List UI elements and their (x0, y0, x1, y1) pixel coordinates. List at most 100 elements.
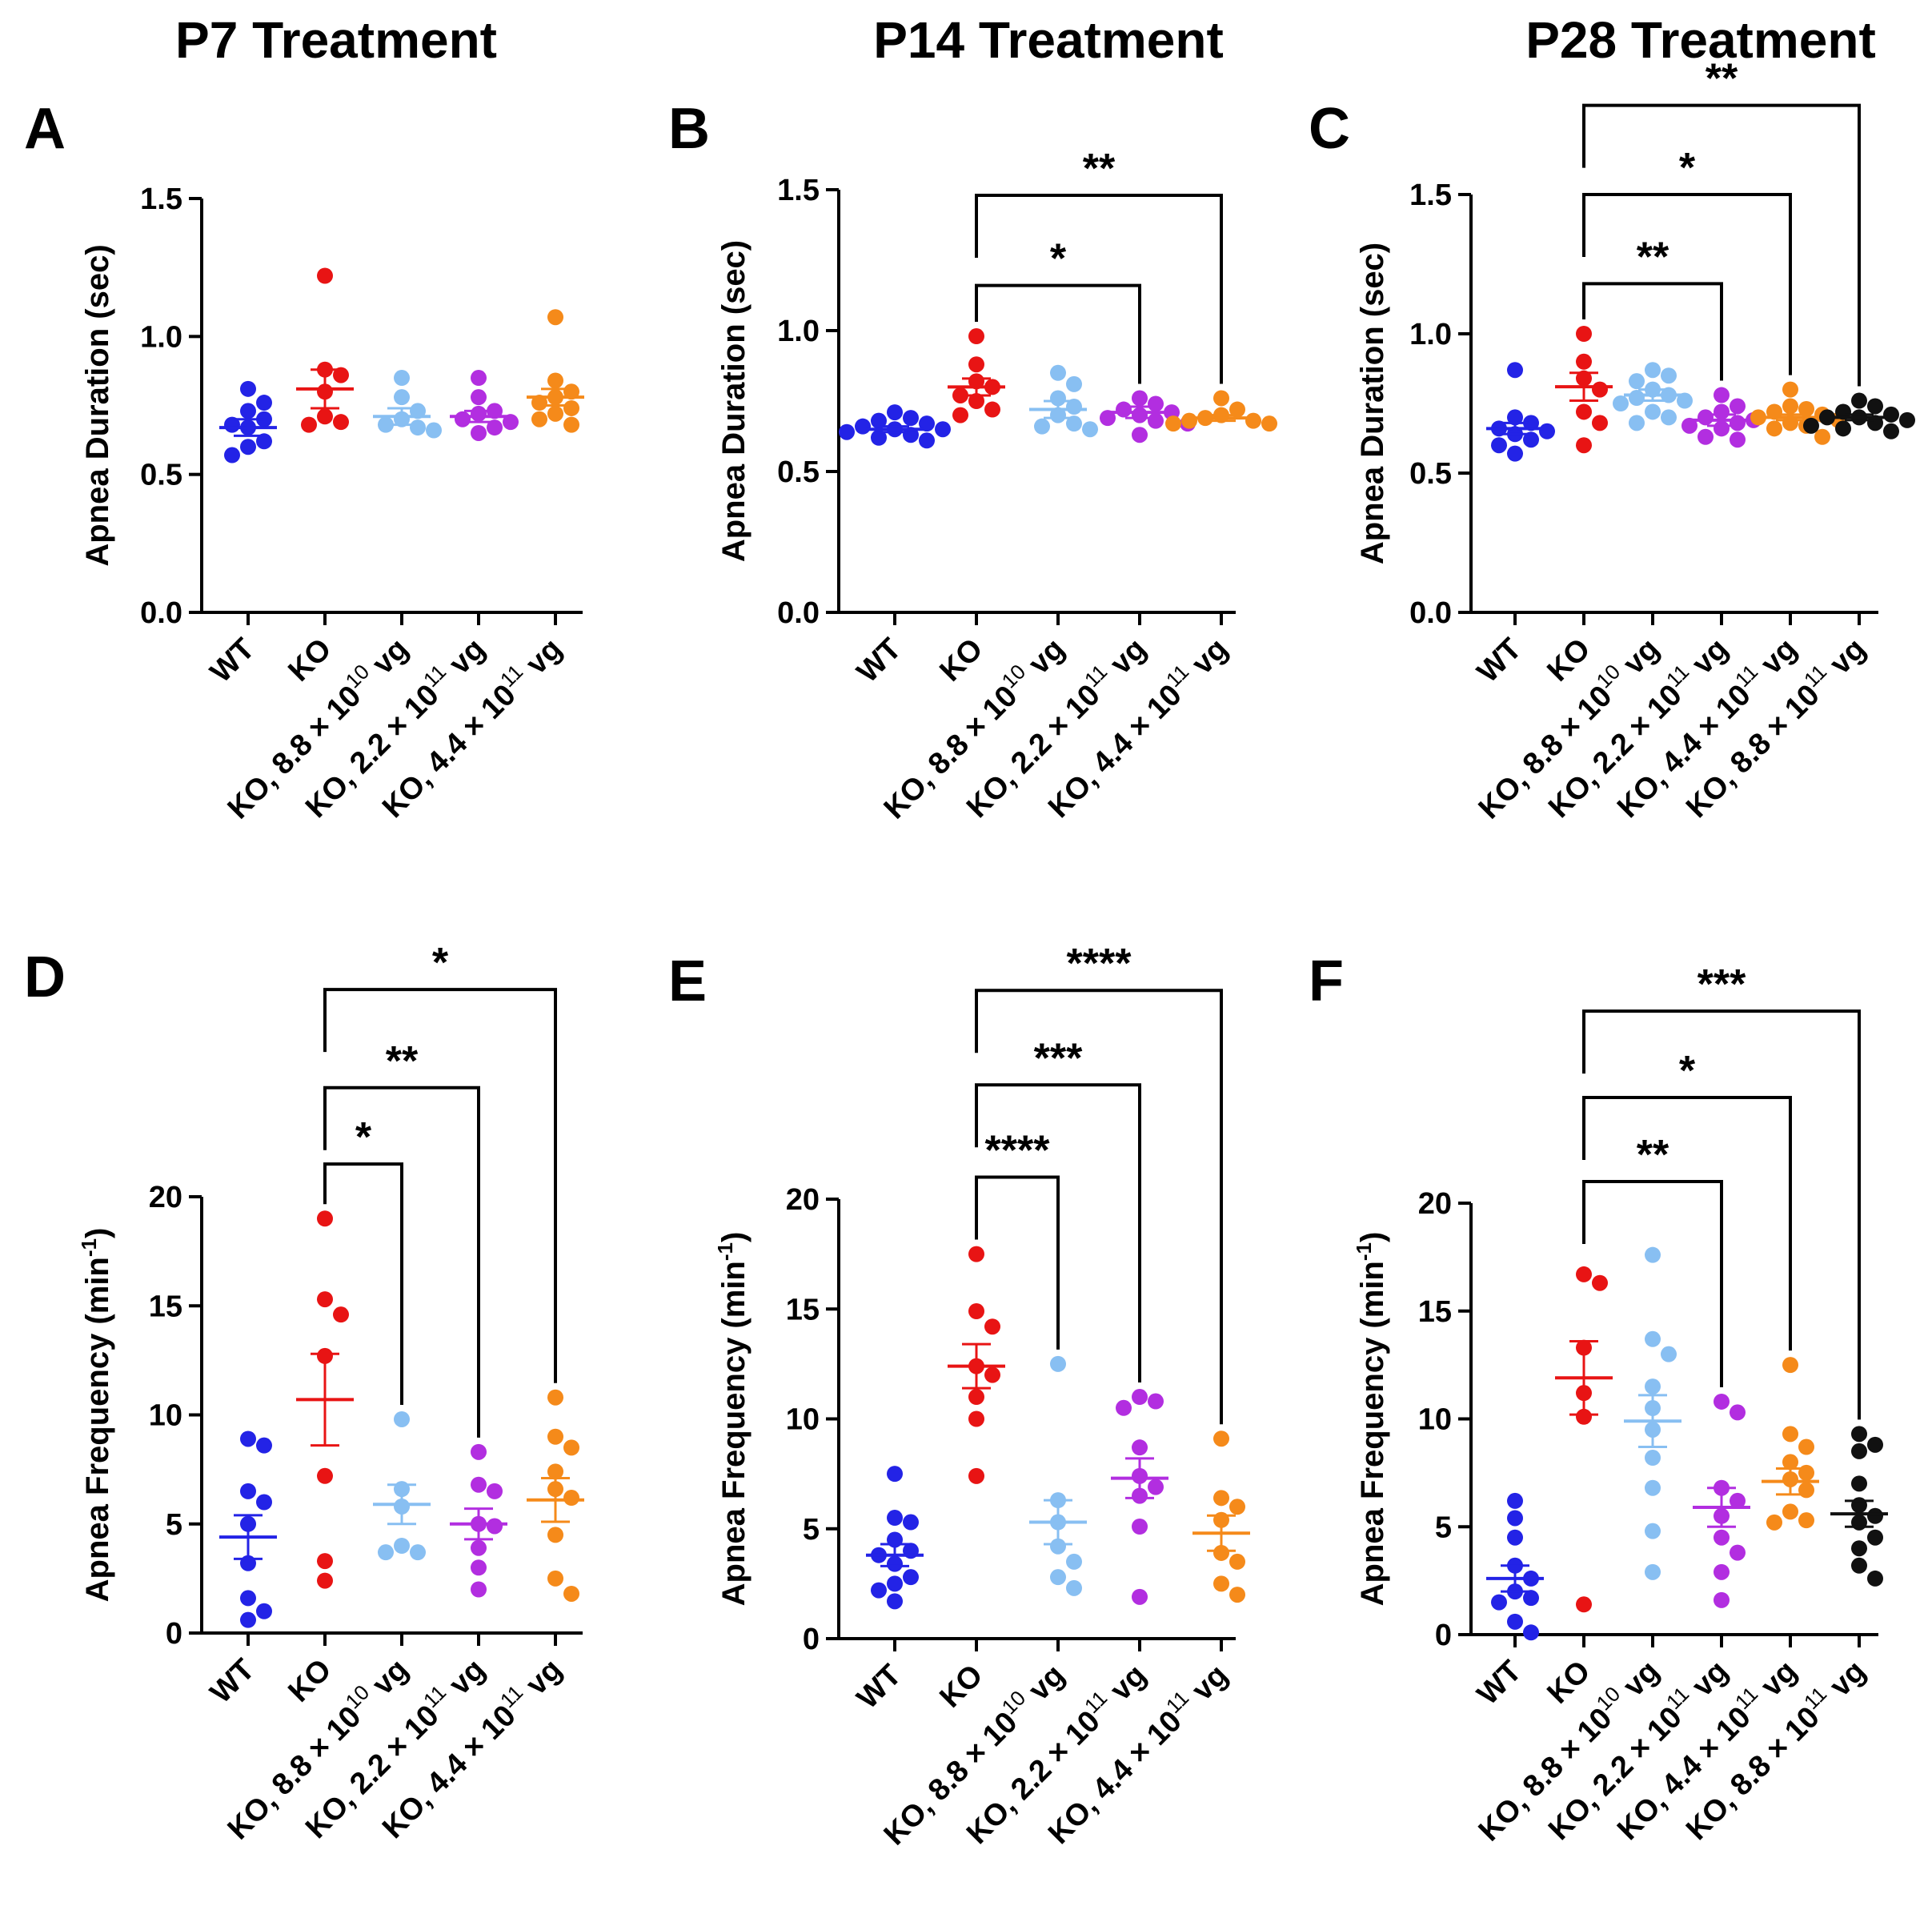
bracket-line (323, 1162, 403, 1405)
data-point (1148, 1393, 1164, 1410)
group-ko_4-4e11: KO, 4.4 × 1011vg (373, 309, 584, 825)
data-point (1661, 409, 1677, 426)
data-point (855, 418, 871, 435)
group-ko: KO (282, 267, 354, 688)
category-label: WT (851, 632, 908, 689)
data-point (547, 1463, 563, 1480)
data-point (1245, 412, 1261, 429)
data-point (887, 1575, 903, 1592)
y-axis-title: Apnea Frequency (min-1) (77, 1228, 115, 1603)
data-point (1050, 1355, 1066, 1372)
data-point (394, 370, 410, 387)
data-point (333, 414, 349, 431)
data-point (1645, 1450, 1661, 1467)
data-point (1034, 418, 1050, 435)
data-point (1132, 1439, 1148, 1456)
category-label: KO (1541, 1655, 1597, 1711)
data-point (563, 1490, 579, 1507)
significance-bracket: ** (1582, 234, 1723, 381)
data-point (1066, 415, 1082, 432)
group-wt: WT (204, 380, 277, 689)
data-point (1750, 409, 1766, 426)
data-point (487, 419, 503, 436)
data-point (1730, 1404, 1746, 1421)
data-point (1645, 403, 1661, 420)
y-tick-label: 5 (803, 1513, 820, 1547)
data-point (240, 439, 256, 455)
column-title-p7: P7 Treatment (175, 11, 497, 69)
data-point (1050, 1569, 1066, 1586)
data-point (952, 387, 968, 403)
data-point (1523, 431, 1539, 448)
bracket-line (975, 283, 1141, 384)
data-point (1629, 415, 1645, 431)
data-point (1730, 1492, 1746, 1509)
y-tick-label: 10 (1418, 1403, 1452, 1437)
data-point (547, 372, 563, 389)
data-point (839, 423, 855, 440)
data-point (1714, 1393, 1730, 1410)
data-point (547, 1570, 563, 1587)
data-point (547, 405, 563, 422)
data-point (1213, 1431, 1229, 1447)
group-wt: WT (1471, 362, 1555, 689)
category-label: WT (204, 1653, 261, 1710)
data-point (984, 1318, 1000, 1335)
data-point (317, 408, 333, 425)
data-point (871, 429, 887, 446)
data-point (1213, 1490, 1229, 1507)
y-tick-label: 20 (1418, 1187, 1452, 1221)
data-point (1539, 423, 1555, 439)
data-point (1645, 1246, 1661, 1263)
group-wt: WT (851, 1466, 924, 1715)
data-point (1229, 1553, 1245, 1570)
data-point (1798, 1512, 1814, 1529)
y-tick-label: 0 (803, 1623, 820, 1656)
data-point (256, 1603, 272, 1619)
panel-e: E 0 5 10 15 20 Apnea Frequency (min-1) WT KOKO, … (668, 941, 1250, 1852)
data-point (394, 389, 410, 406)
data-point (563, 399, 579, 416)
data-point (903, 1569, 919, 1586)
data-point (1066, 1553, 1082, 1570)
data-point (968, 1467, 984, 1484)
data-point (887, 1466, 903, 1483)
data-point (317, 1467, 333, 1484)
data-point (1132, 427, 1148, 443)
bracket-line (323, 988, 557, 1383)
data-point (1714, 1529, 1730, 1546)
data-point (1132, 1588, 1148, 1605)
data-point (1766, 420, 1782, 437)
data-point (1819, 409, 1835, 426)
data-point (1592, 415, 1608, 431)
data-point (547, 1527, 563, 1543)
significance-label: ** (1637, 1132, 1669, 1178)
group-ko_8-8e10: KO, 8.8 × 1010vg (218, 370, 442, 825)
y-tick-label: 0.0 (1409, 596, 1452, 630)
significance-bracket: * (1582, 145, 1792, 375)
data-point (935, 421, 951, 438)
data-point (968, 1389, 984, 1406)
data-point (1148, 412, 1164, 429)
data-point (563, 416, 579, 433)
data-point (471, 1539, 487, 1556)
data-point (410, 419, 426, 436)
data-point (1835, 420, 1851, 437)
group-ko_2-2e11: KO, 2.2 × 1011vg (957, 1389, 1168, 1851)
data-point (1782, 1357, 1798, 1374)
y-tick-label: 0.5 (1409, 457, 1452, 491)
data-point (1491, 1594, 1507, 1611)
y-tick-label: 20 (786, 1183, 820, 1217)
significance-bracket: *** (1582, 961, 1861, 1420)
panel-f: F 0 5 10 15 20 Apnea Frequency (min-1) WT KOKO, … (1309, 949, 1888, 1848)
y-tick-label: 1.0 (777, 315, 820, 348)
data-point (333, 1306, 349, 1323)
category-label: WT (1471, 632, 1528, 689)
data-point (256, 1494, 272, 1511)
data-point (1507, 445, 1523, 462)
data-point (871, 1582, 887, 1599)
data-point (968, 393, 984, 409)
data-point (1592, 1274, 1608, 1291)
category-label: KO (933, 632, 989, 688)
y-axis-title: Apnea Frequency (min-1) (713, 1232, 752, 1607)
